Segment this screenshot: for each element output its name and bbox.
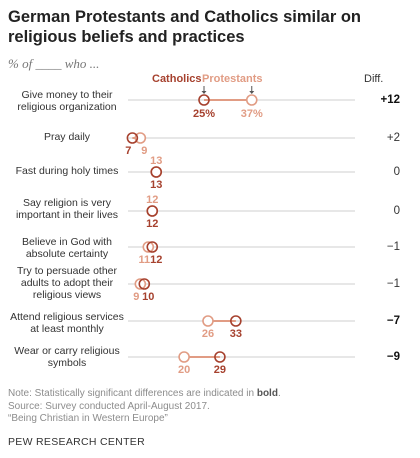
chart-subtitle: % of ____ who ... — [8, 56, 100, 71]
catholic-dot — [126, 132, 139, 144]
protestant-dot — [178, 351, 190, 363]
source-line: Source: Survey conducted April-August 20… — [8, 400, 210, 412]
diff-column-header: Diff. — [364, 73, 384, 85]
catholic-value-label: 29 — [214, 364, 226, 376]
protestant-value-label: 11 — [138, 254, 150, 266]
row-label: Attend religious services at least month… — [10, 311, 124, 335]
catholic-dot — [138, 278, 151, 290]
diff-value: −1 — [386, 241, 400, 253]
catholic-value-label: 12 — [150, 254, 162, 266]
catholic-dot — [214, 351, 226, 363]
diff-value: +12 — [380, 94, 400, 106]
note-line: Note: Statistically significant differen… — [8, 388, 281, 399]
diff-value: 0 — [393, 166, 400, 178]
note-bold-word: bold — [256, 388, 278, 399]
legend-arrowhead-catholics — [201, 91, 207, 94]
chart-title: German Protestants and Catholics similar… — [8, 8, 362, 46]
protestant-dot — [142, 241, 155, 253]
catholic-value-label: 7 — [125, 145, 131, 157]
diff-value: −7 — [386, 315, 400, 327]
catholic-dot — [150, 166, 163, 178]
catholic-value-label: 10 — [142, 291, 154, 303]
pew-logo-text: PEW RESEARCH CENTER — [8, 436, 145, 448]
row-label: Say religion is very important in their … — [15, 197, 119, 221]
catholic-dot — [230, 315, 242, 327]
protestant-value-label: 26 — [202, 328, 214, 340]
protestant-dot — [202, 315, 214, 327]
diff-value: −9 — [386, 351, 400, 363]
diff-value: +2 — [386, 132, 400, 144]
row-label: Give money to their religious organizati… — [17, 89, 117, 113]
protestant-value-label: 9 — [141, 145, 147, 157]
protestant-value-label: 20 — [178, 364, 190, 376]
catholic-value-label: 25% — [193, 108, 215, 120]
diff-value: 0 — [393, 205, 400, 217]
report-line: “Being Christian in Western Europe” — [8, 413, 168, 424]
protestant-dot — [134, 278, 147, 290]
catholic-dot — [198, 94, 210, 106]
catholic-value-label: 12 — [146, 218, 158, 230]
row-label: Wear or carry religious symbols — [14, 345, 120, 369]
protestant-dot — [245, 94, 258, 106]
protestant-value-label: 37% — [241, 108, 263, 120]
row-label: Try to persuade other adults to adopt th… — [17, 265, 117, 301]
catholic-value-label: 13 — [150, 179, 162, 191]
legend-arrowhead-protestants — [249, 91, 255, 94]
row-label: Believe in God with absolute certainty — [22, 236, 112, 260]
catholic-value-label: 33 — [230, 328, 242, 340]
legend-catholics: Catholics — [152, 73, 202, 85]
row-label: Pray daily — [43, 131, 91, 143]
protestant-value-label: 13 — [150, 155, 162, 167]
protestant-value-label: 12 — [146, 194, 158, 206]
catholic-dot — [146, 205, 159, 217]
legend-protestants: Protestants — [202, 73, 263, 85]
diff-value: −1 — [386, 278, 400, 290]
protestant-dot — [134, 132, 147, 144]
catholic-dot — [146, 241, 159, 253]
row-label: Fast during holy times — [15, 165, 119, 177]
chart-notes: Note: Statistically significant differen… — [8, 388, 281, 426]
protestant-value-label: 9 — [133, 291, 139, 303]
